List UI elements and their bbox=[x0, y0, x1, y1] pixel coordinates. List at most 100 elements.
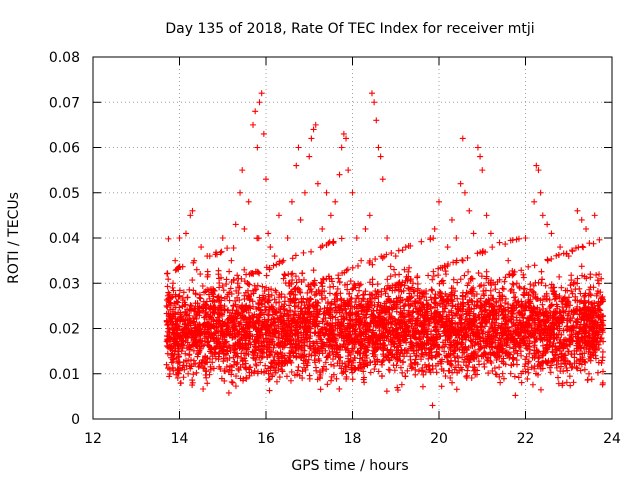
data-point bbox=[226, 268, 233, 275]
data-point bbox=[402, 373, 409, 380]
data-point bbox=[463, 373, 470, 380]
data-point bbox=[330, 283, 337, 290]
data-point bbox=[287, 377, 294, 384]
data-point bbox=[414, 274, 421, 281]
data-point bbox=[349, 376, 356, 383]
data-point bbox=[193, 369, 200, 376]
data-point bbox=[590, 240, 597, 247]
data-point bbox=[587, 291, 594, 298]
data-point bbox=[266, 387, 273, 394]
data-point bbox=[326, 284, 333, 291]
axis-ticks bbox=[92, 56, 613, 420]
data-point bbox=[335, 275, 342, 282]
data-point bbox=[577, 290, 584, 297]
data-point bbox=[369, 261, 376, 268]
data-point bbox=[568, 272, 575, 279]
data-point bbox=[328, 377, 335, 384]
data-point bbox=[538, 280, 545, 287]
data-point bbox=[220, 287, 227, 294]
data-point bbox=[347, 278, 354, 285]
data-point bbox=[306, 372, 313, 379]
data-point bbox=[180, 374, 187, 381]
data-point bbox=[164, 270, 171, 277]
data-point bbox=[195, 363, 202, 370]
data-point bbox=[225, 389, 232, 396]
data-point bbox=[450, 276, 457, 283]
data-point bbox=[594, 369, 601, 376]
data-point bbox=[292, 252, 299, 259]
data-point bbox=[387, 273, 394, 280]
data-point bbox=[512, 392, 519, 399]
data-point bbox=[265, 376, 272, 383]
data-point bbox=[311, 329, 318, 336]
data-point bbox=[334, 285, 341, 292]
data-point bbox=[510, 294, 517, 301]
data-point bbox=[374, 281, 381, 288]
data-point bbox=[454, 279, 461, 286]
data-point bbox=[525, 263, 532, 270]
data-point bbox=[399, 369, 406, 376]
data-point bbox=[438, 383, 445, 390]
data-point bbox=[537, 297, 544, 304]
data-point bbox=[356, 287, 363, 294]
data-point bbox=[273, 299, 280, 306]
data-point bbox=[599, 348, 606, 355]
data-point bbox=[457, 276, 464, 283]
data-point bbox=[204, 268, 211, 275]
data-point bbox=[442, 268, 449, 275]
data-point bbox=[189, 277, 196, 284]
data-point bbox=[203, 374, 210, 381]
data-point bbox=[336, 385, 343, 392]
data-point bbox=[520, 274, 527, 281]
data-point bbox=[336, 279, 343, 286]
data-point bbox=[419, 383, 426, 390]
data-point bbox=[496, 364, 503, 371]
data-point bbox=[310, 267, 317, 274]
data-point bbox=[387, 324, 394, 331]
data-point bbox=[186, 286, 193, 293]
data-point bbox=[453, 386, 460, 393]
data-point bbox=[367, 369, 374, 376]
data-point bbox=[429, 287, 436, 294]
data-point bbox=[328, 361, 335, 368]
data-point bbox=[230, 245, 237, 252]
data-point bbox=[276, 374, 283, 381]
data-point bbox=[354, 262, 361, 269]
data-point bbox=[299, 368, 306, 375]
data-point bbox=[538, 268, 545, 275]
data-point bbox=[384, 276, 391, 283]
data-point bbox=[383, 388, 390, 395]
data-point bbox=[370, 353, 377, 360]
data-point bbox=[235, 367, 242, 374]
data-point bbox=[527, 346, 534, 353]
data-point bbox=[483, 268, 490, 275]
data-point bbox=[224, 245, 231, 252]
data-point bbox=[544, 256, 551, 263]
data-point bbox=[538, 276, 545, 283]
data-point bbox=[425, 272, 432, 279]
data-point bbox=[204, 380, 211, 387]
data-point bbox=[229, 379, 236, 386]
data-point bbox=[579, 243, 586, 250]
data-point bbox=[338, 235, 345, 242]
data-point bbox=[556, 273, 563, 280]
data-point bbox=[165, 235, 172, 242]
data-point bbox=[412, 371, 419, 378]
data-point bbox=[499, 370, 506, 377]
data-point bbox=[593, 271, 600, 278]
data-point bbox=[330, 362, 337, 369]
data-point bbox=[400, 358, 407, 365]
data-point bbox=[263, 272, 270, 279]
data-point bbox=[455, 358, 462, 365]
data-point bbox=[289, 255, 296, 262]
data-point bbox=[396, 271, 403, 278]
data-point bbox=[581, 366, 588, 373]
data-point bbox=[295, 363, 302, 370]
data-point bbox=[565, 294, 572, 301]
data-point bbox=[299, 270, 306, 277]
data-point bbox=[232, 383, 239, 390]
data-point bbox=[570, 379, 577, 386]
data-point bbox=[399, 247, 406, 254]
